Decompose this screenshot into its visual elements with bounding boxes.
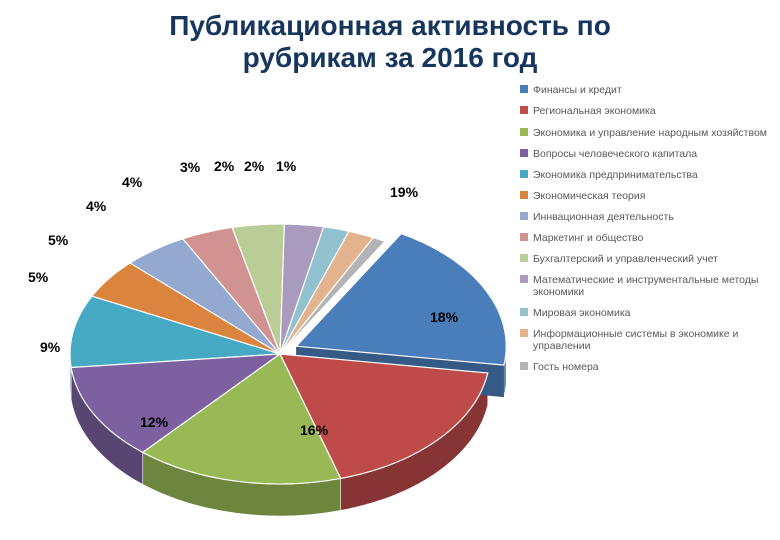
pie-slice-label: 9% [40,339,60,355]
page-title: Публикационная активность по рубрикам за… [0,0,780,74]
legend-item: Маркетинг и общество [520,232,770,244]
legend-item: Гость номера [520,361,770,373]
legend-item: Экономика и управление народным хозяйств… [520,127,770,139]
legend-label: Гость номера [533,361,770,373]
chart-zone: 19% 18% 16% 12% 9% 5% 5% 4% 4% 3% 2% 2% 1% Финансы и… [0,74,780,540]
pie-slice-label: 1% [276,158,296,174]
title-line-1: Публикационная активность по [169,10,611,41]
legend-label: Экономика предпринимательства [533,169,770,181]
pie-slice-label: 12% [140,414,168,430]
legend-item: Финансы и кредит [520,84,770,96]
legend-label: Маркетинг и общество [533,232,770,244]
legend-swatch [520,233,528,241]
legend-swatch [520,85,528,93]
legend-label: Информационные системы в экономике и упр… [533,328,770,352]
pie-slice-label: 2% [244,158,264,174]
legend-item: Бухгалтерский и управленческий учет [520,253,770,265]
pie-chart: 19% 18% 16% 12% 9% 5% 5% 4% 4% 3% 2% 2% 1% [30,114,500,534]
legend-label: Экономика и управление народным хозяйств… [533,127,770,139]
legend-item: Вопросы человеческого капитала [520,148,770,160]
pie-slice-label: 5% [48,232,68,248]
title-line-2: рубрикам за 2016 год [243,42,538,73]
pie-slice-label: 3% [180,159,200,175]
legend-swatch [520,128,528,136]
legend-swatch [520,106,528,114]
legend-label: Мировая экономика [533,307,770,319]
pie-slice-label: 18% [430,309,458,325]
legend-swatch [520,275,528,283]
legend-item: Математические и инструментальные методы… [520,274,770,298]
legend-label: Иннвационная деятельность [533,211,770,223]
legend-label: Региональная экономика [533,105,770,117]
legend-swatch [520,254,528,262]
pie-slice-label: 5% [28,269,48,285]
pie-slice-label: 19% [390,184,418,200]
legend-label: Бухгалтерский и управленческий учет [533,253,770,265]
legend-swatch [520,212,528,220]
legend-swatch [520,170,528,178]
legend-swatch [520,149,528,157]
legend-label: Экономическая теория [533,190,770,202]
legend-item: Региональная экономика [520,105,770,117]
legend-swatch [520,191,528,199]
legend-item: Иннвационная деятельность [520,211,770,223]
pie-slice-label: 16% [300,422,328,438]
legend-swatch [520,362,528,370]
legend-item: Мировая экономика [520,307,770,319]
chart-legend: Финансы и кредит Региональная экономика Эк… [520,84,770,382]
pie-slice-label: 4% [122,174,142,190]
pie-slice-label: 2% [214,158,234,174]
legend-swatch [520,308,528,316]
legend-label: Вопросы человеческого капитала [533,148,770,160]
legend-item: Экономическая теория [520,190,770,202]
legend-item: Экономика предпринимательства [520,169,770,181]
pie-slice-label: 4% [86,198,106,214]
legend-label: Финансы и кредит [533,84,770,96]
legend-swatch [520,329,528,337]
legend-item: Информационные системы в экономике и упр… [520,328,770,352]
legend-label: Математические и инструментальные методы… [533,274,770,298]
